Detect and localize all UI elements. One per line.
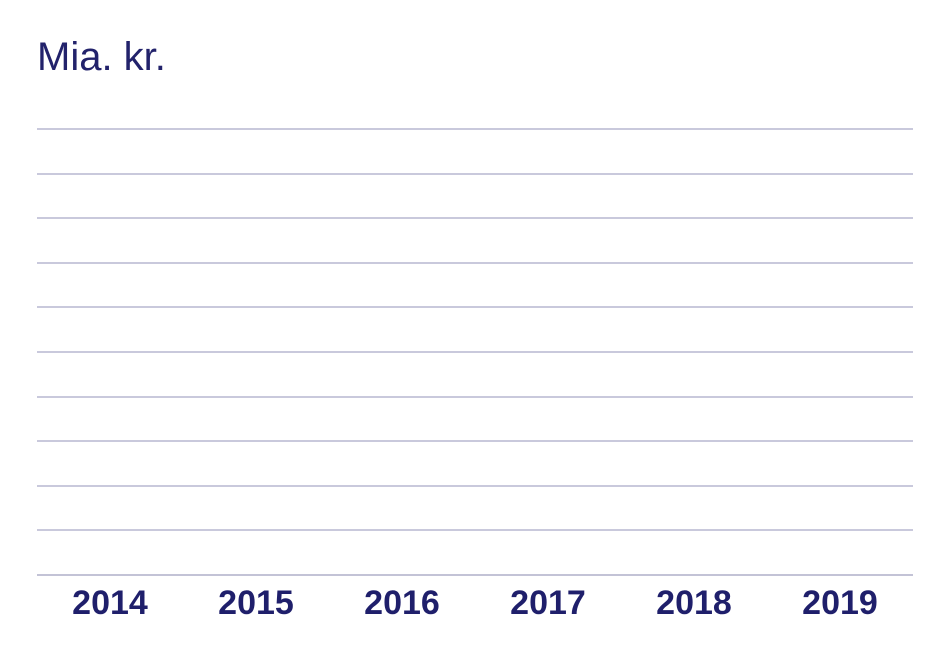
gridline [37, 350, 913, 353]
x-axis-line [37, 573, 913, 576]
gridline [37, 217, 913, 220]
plot-area [37, 128, 913, 576]
gridline [37, 306, 913, 309]
gridline [37, 261, 913, 264]
gridline [37, 484, 913, 487]
x-axis-tick-label-2014: 2014 [72, 584, 148, 622]
gridline [37, 440, 913, 443]
y-axis-unit-label: Mia. kr. [37, 35, 166, 79]
gridline [37, 128, 913, 130]
gridline [37, 395, 913, 398]
gridline [37, 172, 913, 175]
x-axis-tick-label-2016: 2016 [364, 584, 440, 622]
x-axis-tick-label-2015: 2015 [218, 584, 294, 622]
x-axis-tick-label-2018: 2018 [656, 584, 732, 622]
x-axis-tick-label-2019: 2019 [802, 584, 878, 622]
x-axis: 2014 2015 2016 2017 2018 2019 [37, 584, 913, 623]
gridline [37, 529, 913, 532]
x-axis-tick-label-2017: 2017 [510, 584, 586, 622]
